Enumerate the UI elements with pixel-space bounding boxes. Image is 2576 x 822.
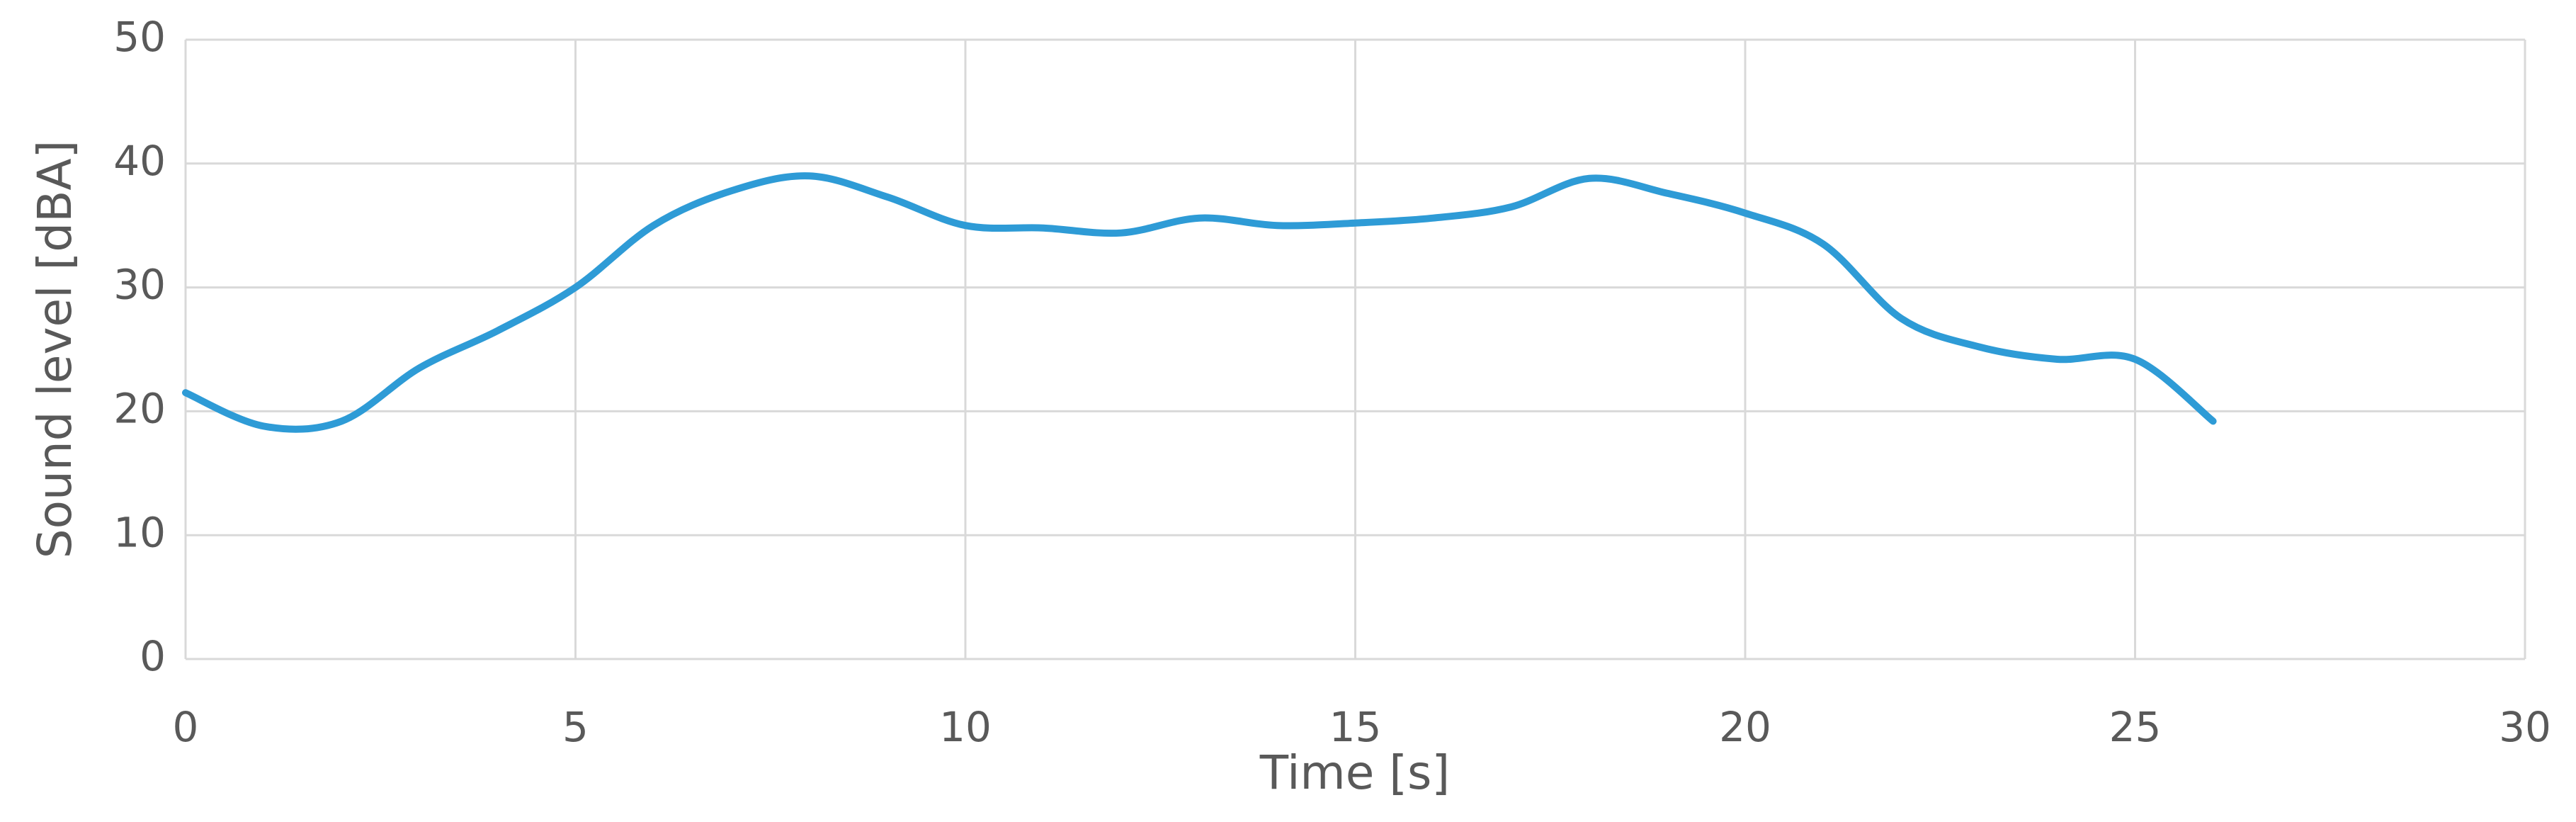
x-tick-label: 25 — [2109, 703, 2162, 751]
y-tick-label: 20 — [113, 385, 166, 433]
x-tick-label: 20 — [1719, 703, 1771, 751]
y-tick-label: 50 — [113, 13, 166, 61]
x-tick-label: 5 — [562, 703, 589, 751]
x-axis-title: Time [s] — [1259, 745, 1450, 800]
y-tick-label: 40 — [113, 137, 166, 185]
x-tick-label: 10 — [939, 703, 992, 751]
y-axis-title: Sound level [dBA] — [28, 140, 82, 559]
y-tick-label: 10 — [113, 508, 166, 556]
y-tick-label: 0 — [140, 632, 166, 680]
data-line — [182, 172, 2217, 433]
y-tick-label: 30 — [113, 261, 166, 309]
x-tick-label: 0 — [173, 703, 199, 751]
x-tick-label: 15 — [1329, 703, 1382, 751]
x-tick-label: 30 — [2499, 703, 2551, 751]
